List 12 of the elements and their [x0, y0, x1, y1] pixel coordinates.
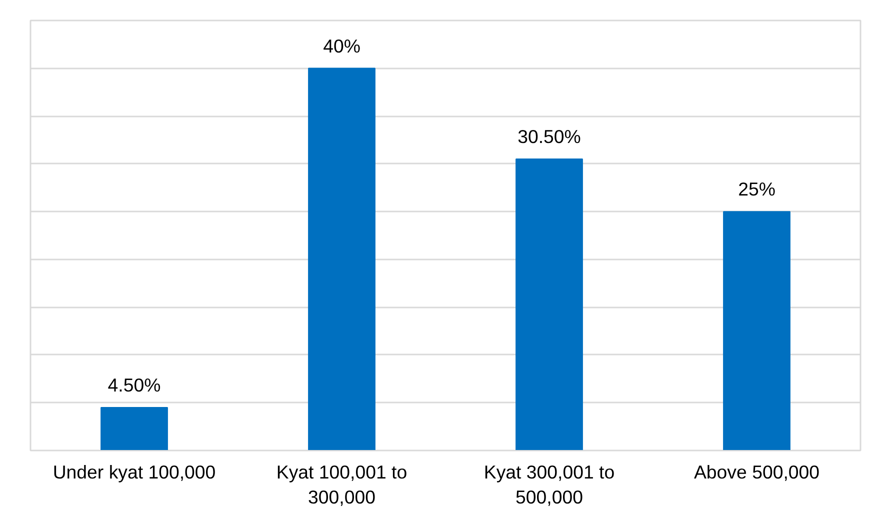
bar	[516, 158, 583, 450]
data-label: 25%	[738, 178, 776, 200]
x-tick-label: Kyat 300,001 to 500,000	[484, 462, 615, 508]
data-label: 30.50%	[518, 126, 581, 148]
x-tick-label: Kyat 100,001 to 300,000	[276, 462, 408, 508]
x-tick-label: Under kyat 100,000	[52, 462, 216, 482]
data-label: 4.50%	[108, 374, 161, 396]
bar	[308, 68, 376, 450]
x-tick-label: Above 500,000	[694, 462, 820, 482]
data-label: 40%	[323, 35, 360, 56]
bar	[100, 407, 168, 450]
bar	[723, 211, 790, 450]
